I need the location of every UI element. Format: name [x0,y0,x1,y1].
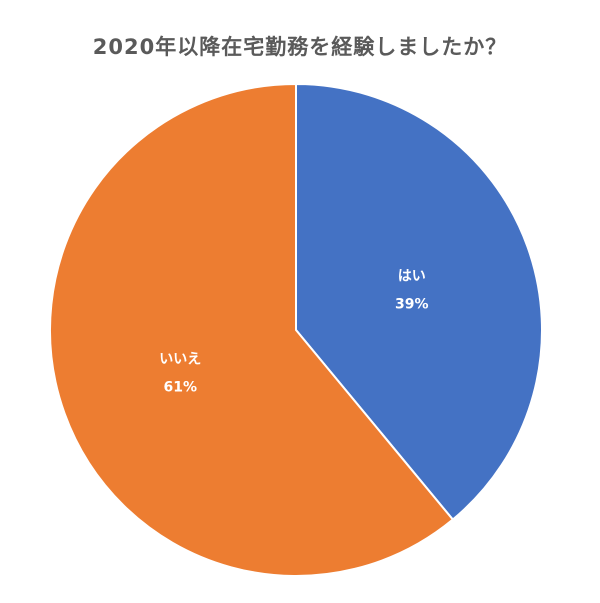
chart-title: 2020年以降在宅勤務を経験しましたか？ [92,35,508,59]
slice-category-label: いいえ [159,352,201,368]
pie-slice-1 [49,82,455,577]
slice-value-label: 61% [164,380,198,396]
pie-slice-0 [295,82,543,521]
pie-slices [49,82,543,577]
pie-labels: はい 39% いいえ 61% [159,268,428,395]
slice-value-label: 39% [395,296,429,312]
slice-category-label: はい [398,268,426,284]
